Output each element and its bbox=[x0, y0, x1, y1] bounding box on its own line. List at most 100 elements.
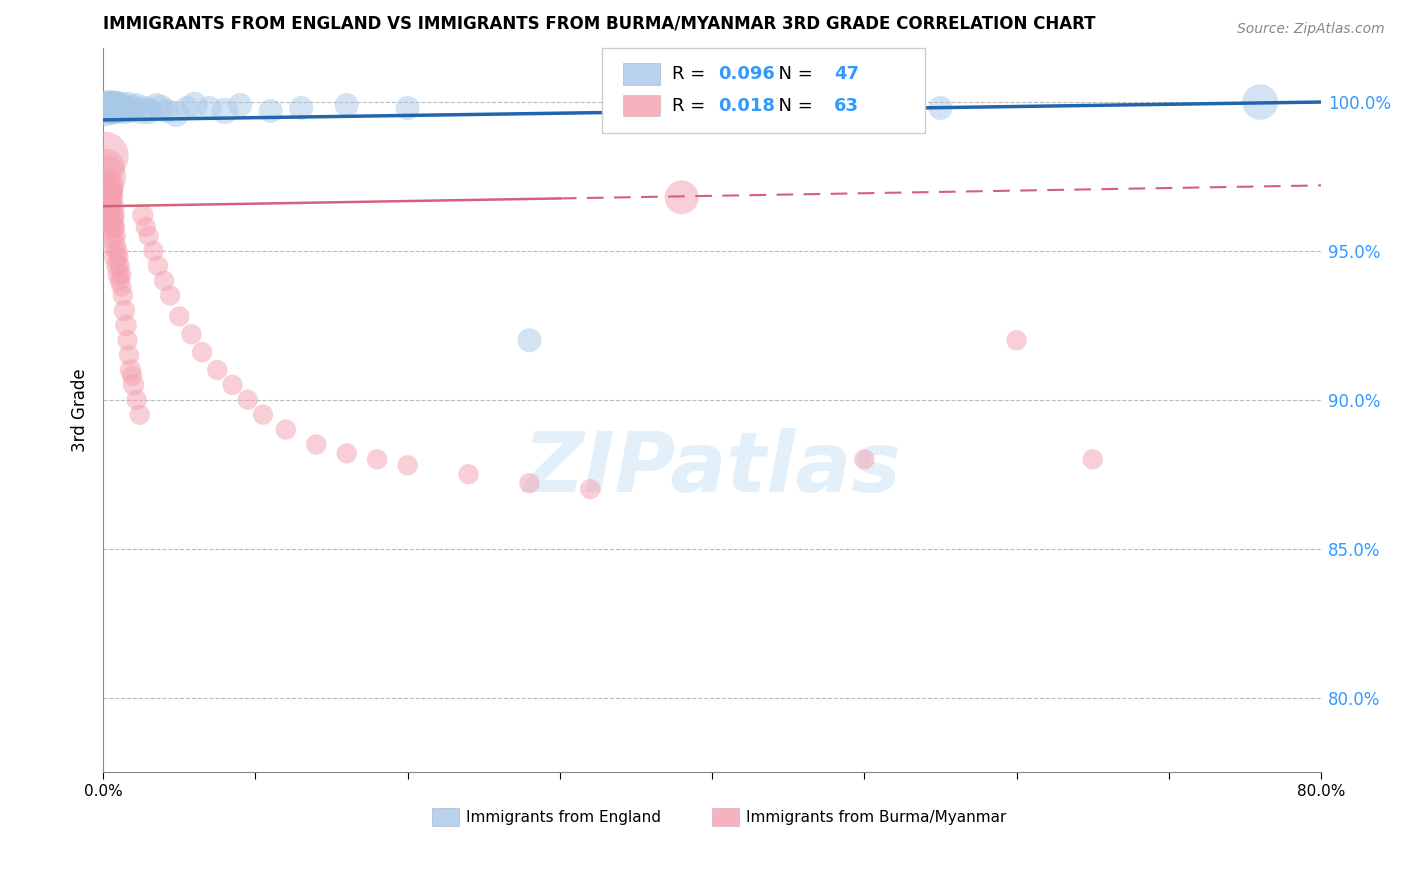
Point bbox=[519, 476, 541, 491]
Point bbox=[153, 274, 176, 288]
Bar bbox=[711, 808, 740, 826]
Point bbox=[122, 377, 145, 392]
Text: N =: N = bbox=[766, 65, 818, 83]
Point bbox=[122, 101, 145, 115]
Text: R =: R = bbox=[672, 96, 711, 114]
Point bbox=[176, 101, 198, 115]
Point bbox=[138, 103, 160, 118]
Point bbox=[1081, 452, 1104, 467]
Point bbox=[103, 220, 125, 235]
Point bbox=[103, 101, 125, 115]
Point bbox=[98, 98, 121, 112]
Point bbox=[396, 458, 419, 473]
Bar bbox=[623, 95, 659, 117]
Point bbox=[135, 101, 157, 115]
Point bbox=[111, 288, 134, 302]
Point bbox=[114, 303, 136, 318]
Text: 0.096: 0.096 bbox=[718, 65, 775, 83]
Point bbox=[305, 437, 328, 451]
Point bbox=[579, 482, 602, 496]
Point bbox=[96, 103, 118, 118]
Point bbox=[100, 103, 122, 118]
Point bbox=[96, 101, 118, 115]
Point bbox=[101, 199, 124, 213]
Text: 63: 63 bbox=[834, 96, 859, 114]
Text: 47: 47 bbox=[834, 65, 859, 83]
Point bbox=[128, 408, 150, 422]
Point bbox=[115, 101, 138, 115]
Point bbox=[290, 101, 312, 115]
Point bbox=[142, 244, 165, 258]
Point bbox=[120, 103, 142, 118]
Point bbox=[107, 268, 129, 282]
Point bbox=[100, 185, 122, 199]
Point bbox=[104, 98, 127, 112]
Point bbox=[96, 185, 118, 199]
Point bbox=[108, 259, 131, 273]
Point bbox=[167, 310, 190, 324]
Point bbox=[853, 452, 876, 467]
Point bbox=[101, 220, 124, 235]
Point bbox=[93, 98, 115, 112]
Point bbox=[135, 220, 157, 235]
Point bbox=[149, 101, 172, 115]
Point bbox=[145, 98, 167, 112]
Point bbox=[929, 101, 952, 115]
Point bbox=[396, 101, 419, 115]
Point bbox=[93, 169, 115, 184]
Point bbox=[671, 103, 693, 118]
Point bbox=[105, 244, 128, 258]
Text: N =: N = bbox=[766, 96, 818, 114]
Point bbox=[107, 250, 129, 264]
Point bbox=[229, 98, 252, 112]
Point bbox=[1249, 95, 1271, 109]
Point bbox=[100, 214, 122, 228]
Text: 0.018: 0.018 bbox=[718, 96, 775, 114]
Point bbox=[146, 259, 169, 273]
Point bbox=[457, 467, 479, 482]
Point bbox=[114, 103, 136, 118]
Point bbox=[336, 446, 359, 460]
Point bbox=[105, 259, 128, 273]
Point bbox=[93, 148, 115, 162]
Text: Immigrants from England: Immigrants from England bbox=[465, 810, 661, 825]
Point bbox=[110, 98, 132, 112]
Point bbox=[103, 238, 125, 252]
Point bbox=[129, 103, 152, 118]
Point bbox=[183, 98, 205, 112]
Point bbox=[97, 178, 120, 193]
Point bbox=[191, 345, 214, 359]
Point bbox=[156, 103, 179, 118]
Point bbox=[97, 199, 120, 213]
Point bbox=[236, 392, 259, 407]
Text: ZIPatlas: ZIPatlas bbox=[523, 427, 901, 508]
Point bbox=[207, 363, 229, 377]
Bar bbox=[432, 808, 458, 826]
Point bbox=[115, 318, 138, 333]
Point bbox=[110, 279, 132, 293]
Point bbox=[104, 229, 127, 244]
Point bbox=[101, 101, 124, 115]
Point bbox=[117, 333, 139, 347]
Point bbox=[108, 274, 131, 288]
Point bbox=[138, 229, 160, 244]
Point bbox=[259, 103, 281, 118]
Point bbox=[110, 268, 132, 282]
Point bbox=[108, 103, 131, 118]
Point bbox=[100, 101, 122, 115]
Point bbox=[117, 98, 139, 112]
Point bbox=[107, 101, 129, 115]
Point bbox=[103, 208, 125, 222]
Text: Immigrants from Burma/Myanmar: Immigrants from Burma/Myanmar bbox=[747, 810, 1007, 825]
FancyBboxPatch shape bbox=[603, 47, 925, 133]
Point bbox=[671, 190, 693, 204]
Point bbox=[125, 392, 148, 407]
Point bbox=[214, 103, 236, 118]
Bar bbox=[623, 63, 659, 85]
Point bbox=[519, 333, 541, 347]
Point bbox=[366, 452, 388, 467]
Point bbox=[198, 101, 221, 115]
Point bbox=[121, 368, 143, 383]
Point bbox=[336, 98, 359, 112]
Point bbox=[1005, 333, 1028, 347]
